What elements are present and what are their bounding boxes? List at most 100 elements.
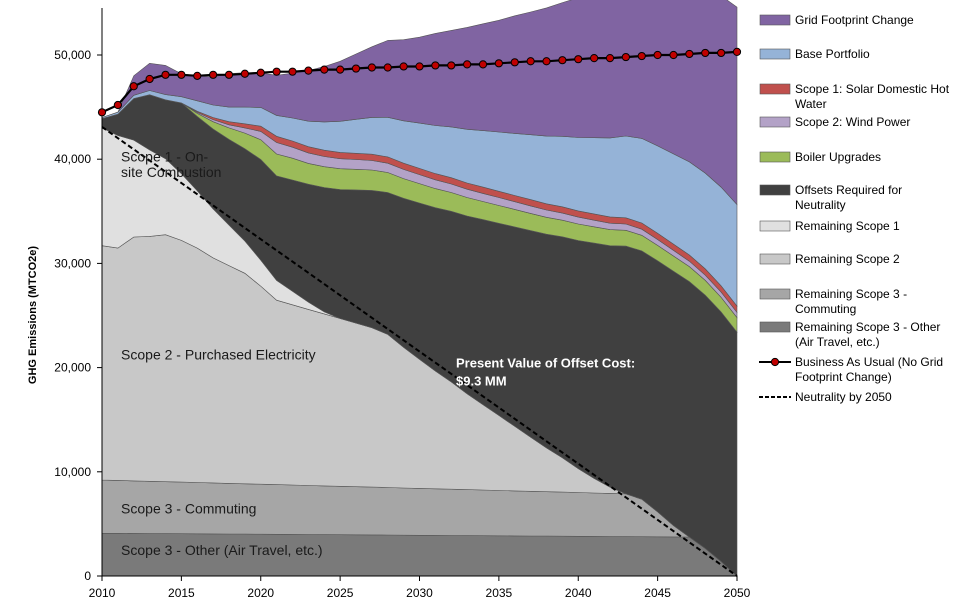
area-layer-9 bbox=[101, 0, 738, 206]
legend-swatch bbox=[759, 116, 791, 128]
bau-point bbox=[336, 65, 345, 74]
bau-point bbox=[701, 48, 710, 58]
legend-entry: Remaining Scope 3 -Commuting bbox=[759, 287, 907, 316]
legend-entry: Base Portfolio bbox=[759, 47, 870, 61]
bau-point bbox=[320, 65, 329, 74]
bau-point bbox=[558, 56, 567, 65]
bau-point bbox=[669, 50, 678, 60]
annotation-label: site Combustion bbox=[121, 164, 221, 180]
bau-point bbox=[447, 61, 456, 70]
y-tick-labels: 0 10,000 20,000 30,000 40,000 50,000 bbox=[54, 48, 102, 583]
bau-point bbox=[685, 49, 694, 59]
bau-point bbox=[399, 62, 408, 71]
bau-point bbox=[494, 59, 503, 68]
legend-label: Base Portfolio bbox=[795, 47, 870, 61]
chart-annotations: Scope 1 - On-site Combustion Scope 2 - Pu… bbox=[121, 148, 635, 558]
x-tick-label: 2010 bbox=[89, 586, 116, 600]
bau-point bbox=[526, 57, 535, 66]
bau-point bbox=[542, 57, 551, 66]
legend-label: Scope 1: Solar Domestic Hot bbox=[795, 82, 950, 96]
y-tick-label: 10,000 bbox=[54, 465, 91, 479]
legend-label: Business As Usual (No Grid bbox=[795, 355, 943, 369]
x-tick-label: 2030 bbox=[406, 586, 433, 600]
line-series bbox=[97, 47, 742, 577]
legend-label: Remaining Scope 3 - bbox=[795, 287, 907, 301]
legend-entry: Remaining Scope 1 bbox=[759, 219, 900, 233]
x-tick-labels: 2010 2015 2020 2025 2030 2035 2040 2045 2050 bbox=[89, 576, 751, 600]
bau-point bbox=[240, 69, 249, 78]
y-axis-title: GHG Emissions (MTCO2e) bbox=[27, 246, 39, 384]
x-tick-label: 2015 bbox=[168, 586, 195, 600]
bau-point bbox=[193, 71, 202, 80]
legend-label: Grid Footprint Change bbox=[795, 13, 914, 27]
legend-swatch bbox=[759, 14, 791, 26]
bau-point bbox=[224, 70, 234, 79]
legend-entry: Boiler Upgrades bbox=[759, 150, 881, 164]
bau-point bbox=[97, 108, 107, 117]
legend-marker bbox=[770, 357, 780, 367]
x-tick-label: 2025 bbox=[327, 586, 354, 600]
annotation-label: $9.3 MM bbox=[456, 373, 507, 388]
bau-point bbox=[304, 66, 313, 75]
legend-swatch bbox=[759, 184, 791, 196]
legend-label: Water bbox=[795, 97, 827, 111]
bau-point bbox=[145, 74, 154, 84]
bau-point bbox=[637, 51, 646, 61]
annotation-label: Scope 3 - Other (Air Travel, etc.) bbox=[121, 542, 323, 558]
legend-label: (Air Travel, etc.) bbox=[795, 335, 880, 349]
bau-point bbox=[415, 62, 424, 71]
bau-point bbox=[717, 48, 726, 58]
neutrality-line bbox=[101, 126, 738, 577]
bau-point bbox=[431, 61, 440, 70]
stacked-area-layers bbox=[101, 0, 738, 577]
legend-swatch bbox=[759, 151, 791, 163]
bau-point bbox=[510, 58, 519, 67]
y-tick-label: 40,000 bbox=[54, 152, 91, 166]
bau-point bbox=[605, 54, 615, 63]
x-tick-label: 2035 bbox=[486, 586, 513, 600]
legend-entry: Scope 2: Wind Power bbox=[759, 115, 910, 129]
bau-point bbox=[129, 82, 138, 91]
legend-label: Scope 2: Wind Power bbox=[795, 115, 910, 129]
legend-label: Offsets Required for bbox=[795, 183, 902, 197]
bau-point bbox=[383, 63, 392, 72]
legend-swatch bbox=[759, 83, 791, 95]
y-tick-label: 20,000 bbox=[54, 361, 91, 375]
y-tick-label: 30,000 bbox=[54, 256, 91, 270]
legend-swatch bbox=[759, 48, 791, 60]
bau-point bbox=[463, 60, 472, 69]
annotation-label: Scope 3 - Commuting bbox=[121, 500, 256, 516]
legend-label: Commuting bbox=[795, 302, 856, 316]
legend-label: Boiler Upgrades bbox=[795, 150, 881, 164]
legend-label: Neutrality by 2050 bbox=[795, 390, 892, 404]
legend-swatch bbox=[759, 220, 791, 232]
bau-point bbox=[590, 54, 599, 63]
x-tick-label: 2020 bbox=[247, 586, 274, 600]
legend-entry: Grid Footprint Change bbox=[759, 13, 914, 27]
bau-point bbox=[272, 67, 281, 76]
bau-point bbox=[574, 55, 583, 64]
bau-point bbox=[177, 70, 186, 79]
bau-point bbox=[732, 47, 742, 56]
y-tick-label: 0 bbox=[84, 569, 91, 583]
bau-point bbox=[351, 64, 361, 73]
legend-label: Remaining Scope 1 bbox=[795, 219, 900, 233]
bau-point bbox=[621, 52, 630, 62]
legend-entry: Remaining Scope 3 - Other(Air Travel, et… bbox=[759, 320, 940, 349]
chart-legend: Grid Footprint Change Base Portfolio Scope… bbox=[759, 13, 950, 404]
bau-point bbox=[367, 63, 376, 72]
bau-point bbox=[256, 68, 265, 77]
annotation-label: Present Value of Offset Cost: bbox=[456, 356, 635, 371]
x-tick-label: 2040 bbox=[565, 586, 592, 600]
legend-label: Remaining Scope 3 - Other bbox=[795, 320, 940, 334]
bau-point bbox=[113, 100, 122, 110]
y-tick-label: 50,000 bbox=[54, 48, 91, 62]
legend-entry: Remaining Scope 2 bbox=[759, 252, 900, 266]
legend-swatch bbox=[759, 288, 791, 300]
bau-point bbox=[653, 50, 662, 60]
bau-point bbox=[161, 70, 170, 79]
